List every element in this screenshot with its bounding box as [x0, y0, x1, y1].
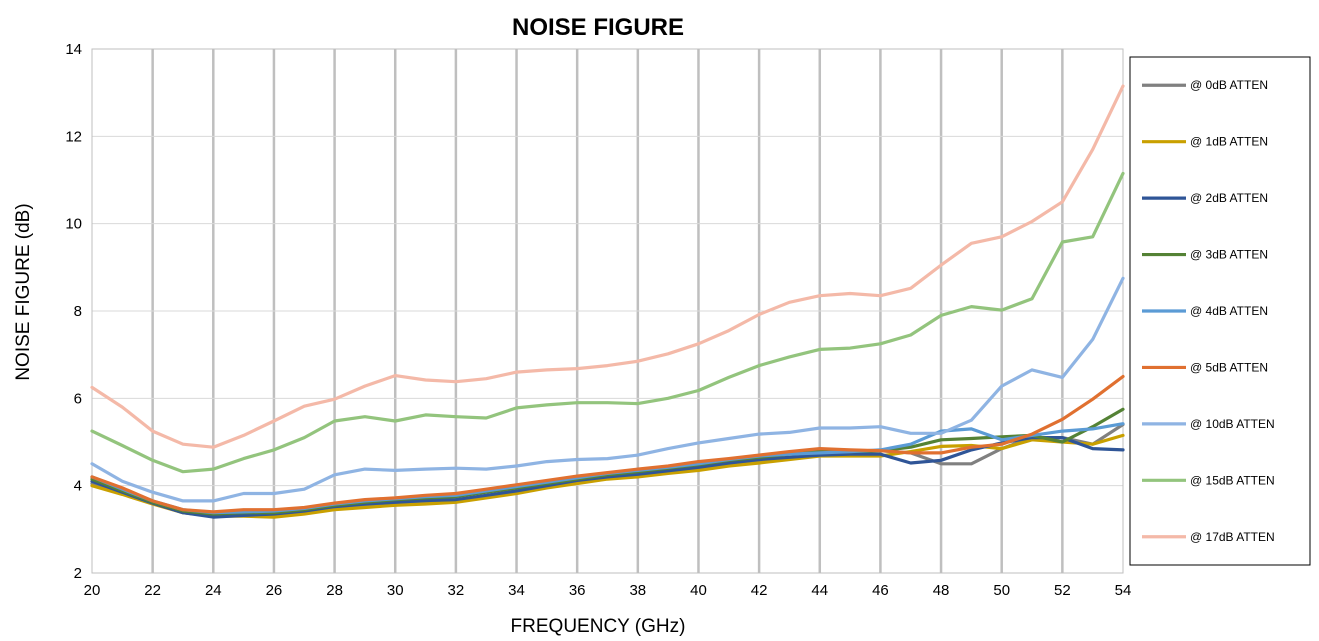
- legend-label: @ 17dB ATTEN: [1190, 530, 1275, 544]
- series-lines: [90, 84, 1125, 519]
- x-tick-label: 38: [629, 582, 646, 599]
- legend-label: @ 15dB ATTEN: [1190, 473, 1275, 487]
- x-tick-label: 34: [508, 582, 525, 599]
- x-tick-label: 46: [872, 582, 889, 599]
- plot-area: [91, 48, 1124, 574]
- series-line: [90, 374, 1125, 514]
- x-tick-label: 30: [387, 582, 404, 599]
- legend-label: @ 10dB ATTEN: [1190, 417, 1275, 431]
- y-tick-label: 10: [65, 216, 82, 233]
- legend-label: @ 3dB ATTEN: [1190, 248, 1268, 262]
- x-tick-label: 26: [266, 582, 283, 599]
- x-tick-label: 20: [84, 582, 101, 599]
- chart-title: NOISE FIGURE: [512, 14, 684, 41]
- series-line: [90, 407, 1125, 516]
- x-tick-label: 28: [326, 582, 343, 599]
- y-tick-label: 6: [74, 390, 82, 407]
- y-tick-label: 4: [74, 478, 82, 495]
- series-line: [90, 436, 1125, 519]
- y-tick-label: 8: [74, 303, 82, 320]
- legend-label: @ 2dB ATTEN: [1190, 191, 1268, 205]
- legend-label: @ 0dB ATTEN: [1190, 78, 1268, 92]
- tick-labels: 20 22 24 26 28 30 32 34 36 38 40 42 44 46 48 50 52 542468…: [65, 41, 1131, 599]
- series-line: [90, 433, 1125, 519]
- x-tick-label: 22: [144, 582, 161, 599]
- x-tick-label: 50: [993, 582, 1010, 599]
- legend-label: @ 4dB ATTEN: [1190, 304, 1268, 318]
- legend: @ 0dB ATTEN @ 1dB ATTEN @ 2dB ATTEN @ 3dB A…: [1129, 56, 1311, 566]
- series-line: [90, 276, 1125, 503]
- x-axis-title: FREQUENCY (GHz): [511, 616, 686, 637]
- x-tick-label: 24: [205, 582, 222, 599]
- gridlines: [92, 49, 1123, 573]
- x-tick-label: 52: [1054, 582, 1071, 599]
- series-line: [90, 84, 1125, 449]
- x-tick-label: 32: [448, 582, 465, 599]
- y-tick-label: 12: [65, 128, 82, 145]
- x-tick-label: 44: [811, 582, 828, 599]
- y-tick-label: 2: [74, 565, 82, 582]
- y-axis-title: NOISE FIGURE (dB): [13, 203, 34, 380]
- y-tick-label: 14: [65, 41, 82, 58]
- x-tick-label: 54: [1115, 582, 1132, 599]
- x-tick-label: 36: [569, 582, 586, 599]
- x-tick-label: 40: [690, 582, 707, 599]
- x-tick-label: 48: [933, 582, 950, 599]
- legend-label: @ 5dB ATTEN: [1190, 360, 1268, 374]
- x-tick-label: 42: [751, 582, 768, 599]
- series-line: [90, 171, 1125, 474]
- legend-label: @ 1dB ATTEN: [1190, 135, 1268, 149]
